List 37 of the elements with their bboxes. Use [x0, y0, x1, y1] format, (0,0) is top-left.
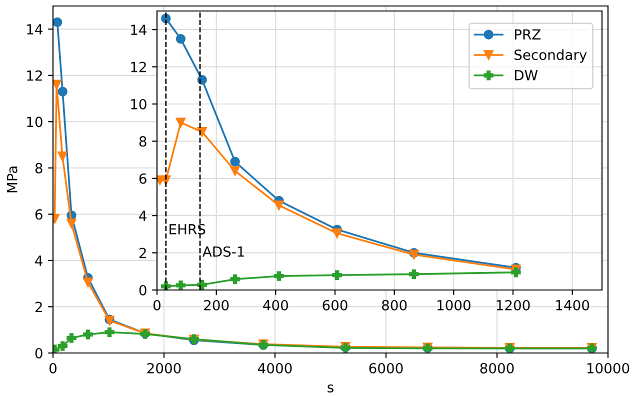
x-tick-label: 0: [49, 362, 56, 374]
x-axis-title: s: [328, 384, 334, 392]
legend-label: DW: [514, 70, 538, 80]
ref-line-label: EHRS: [170, 224, 206, 235]
x-tick-label: 400: [263, 300, 288, 310]
x-tick-label: 4000: [258, 362, 292, 374]
x-tick-label: 2000: [147, 362, 181, 374]
y-axis-title: MPa: [7, 166, 18, 192]
legend-label: Secondary: [514, 49, 587, 63]
x-tick-label: 200: [204, 300, 229, 310]
x-tick-label: 0: [153, 300, 160, 310]
y-tick-label: 0: [139, 284, 146, 296]
legend-label: PRZ: [514, 29, 541, 40]
y-tick-label: 12: [27, 70, 42, 81]
ref-line-label: ADS-1: [202, 246, 244, 257]
x-tick-label: 1000: [438, 300, 470, 310]
y-tick-label: 0: [35, 348, 42, 358]
y-tick-label: 4: [139, 210, 146, 221]
x-tick-label: 1400: [556, 300, 590, 310]
y-tick-label: 12: [131, 62, 146, 72]
y-tick-label: 2: [35, 302, 42, 312]
y-tick-label: 8: [35, 162, 42, 174]
y-tick-label: 6: [35, 209, 42, 220]
x-tick-label: 600: [322, 300, 348, 310]
y-tick-label: 8: [139, 136, 146, 147]
x-tick-label: 10000: [587, 362, 630, 374]
y-tick-label: 6: [139, 173, 146, 184]
y-tick-label: 14: [131, 24, 146, 35]
y-tick-label: 10: [27, 116, 42, 128]
x-tick-label: 1200: [496, 300, 530, 310]
y-tick-label: 4: [35, 256, 42, 266]
y-tick-label: 10: [131, 98, 146, 110]
x-tick-label: 8000: [480, 362, 514, 374]
y-tick-label: 14: [27, 24, 42, 34]
x-tick-label: 6000: [369, 362, 403, 374]
x-tick-label: 800: [382, 300, 407, 310]
y-tick-label: 2: [139, 248, 146, 258]
